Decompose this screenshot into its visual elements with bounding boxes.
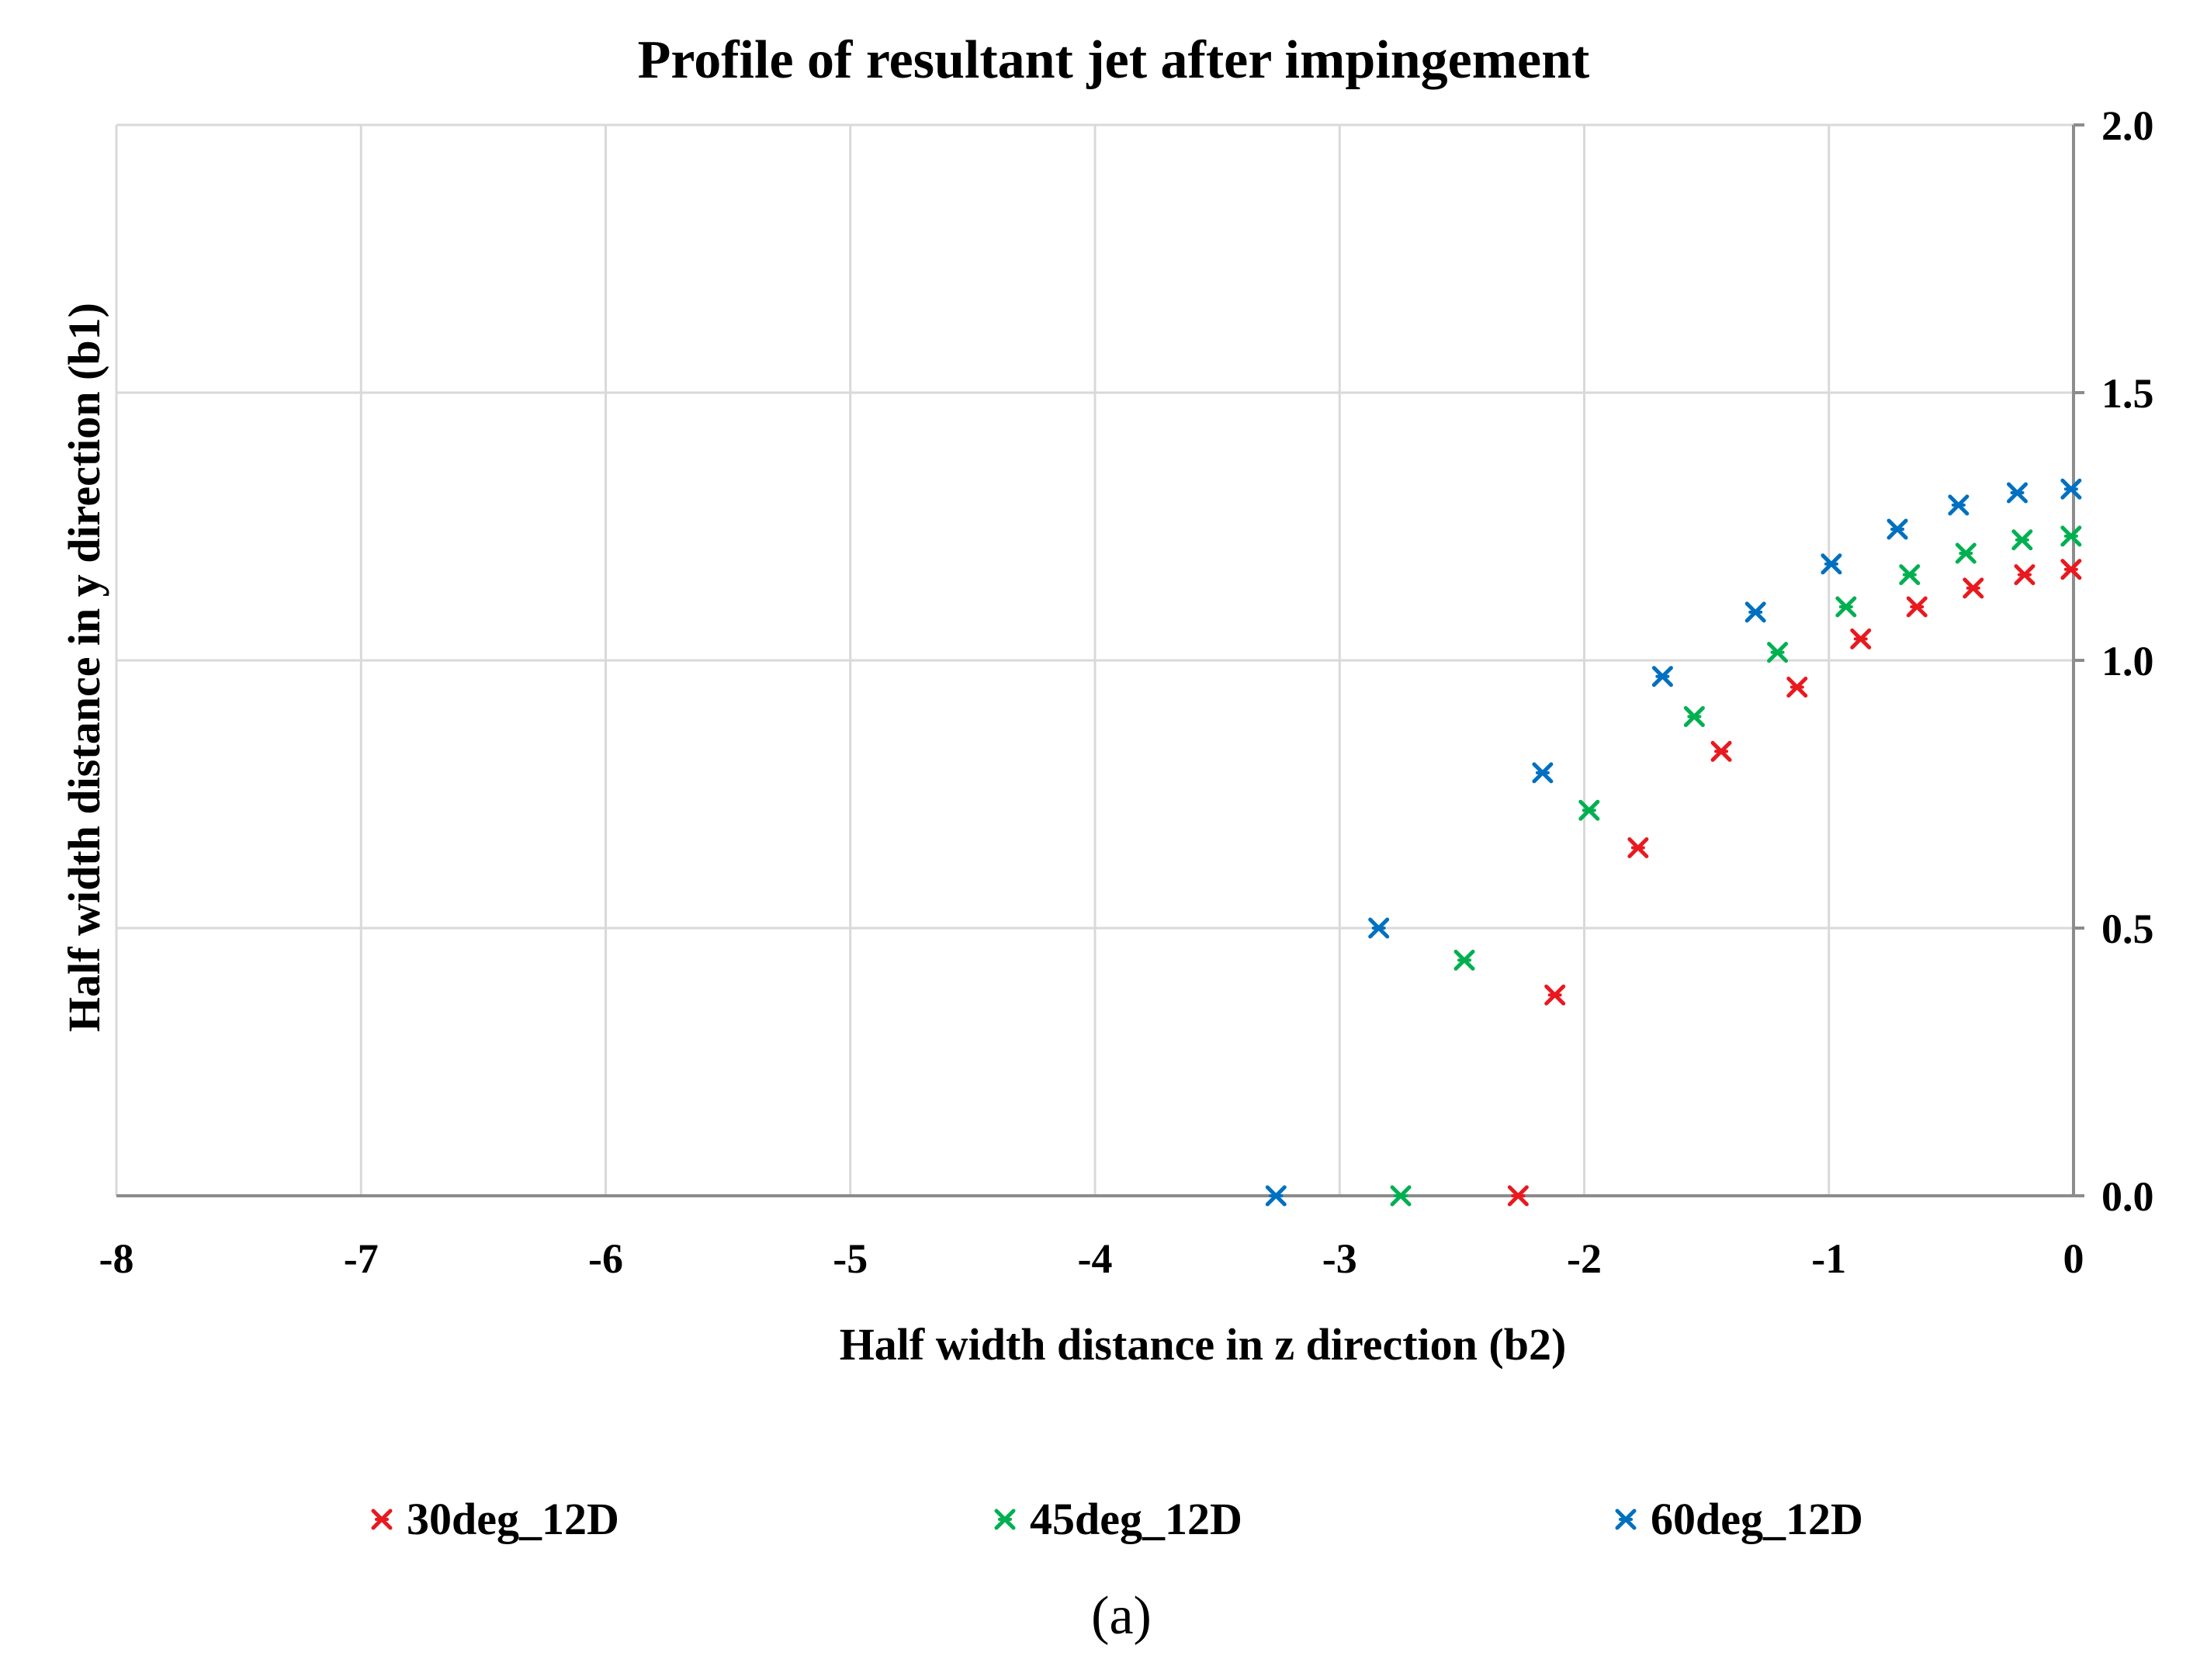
data-point-60deg_12D	[2006, 482, 2028, 504]
data-point-60deg_12D	[2060, 478, 2082, 500]
data-point-45deg_12D	[1390, 1185, 1412, 1207]
data-point-30deg_12D	[1627, 837, 1649, 858]
data-point-30deg_12D	[1850, 628, 1872, 649]
x-tick-label: -2	[1567, 1235, 1602, 1282]
data-point-60deg_12D	[1887, 518, 1908, 540]
data-point-30deg_12D	[1786, 677, 1808, 698]
x-tick-label: -5	[833, 1235, 868, 1282]
data-point-60deg_12D	[1948, 494, 1970, 516]
data-point-30deg_12D	[2014, 564, 2035, 586]
legend-item-30deg_12D: 30deg_12D	[371, 1494, 619, 1544]
data-point-30deg_12D	[2060, 559, 2082, 580]
data-point-45deg_12D	[2060, 525, 2082, 547]
legend-item-60deg_12D: 60deg_12D	[1615, 1494, 1863, 1544]
data-point-30deg_12D	[1963, 577, 1984, 599]
legend-label: 60deg_12D	[1651, 1494, 1863, 1544]
y-tick-label: 1.5	[2101, 370, 2154, 417]
data-point-60deg_12D	[1821, 553, 1842, 575]
legend-item-45deg_12D: 45deg_12D	[994, 1494, 1242, 1544]
legend: 30deg_12D 45deg_12D 60deg_12D	[371, 1494, 1863, 1544]
data-point-30deg_12D	[1906, 596, 1928, 618]
data-point-45deg_12D	[1899, 564, 1921, 586]
data-point-30deg_12D	[1507, 1185, 1529, 1207]
y-tick-label: 0.0	[2101, 1173, 2154, 1220]
x-tick-label: 0	[2063, 1235, 2084, 1282]
data-point-60deg_12D	[1744, 601, 1766, 623]
data-point-30deg_12D	[1544, 984, 1566, 1006]
x-tick-label: -6	[588, 1235, 623, 1282]
x-axis-title: Half width distance in z direction (b2)	[840, 1319, 1567, 1370]
figure-caption: (a)	[1091, 1586, 1152, 1646]
x-tick-label: -8	[99, 1235, 134, 1282]
x-tick-label: -3	[1322, 1235, 1357, 1282]
y-axis-title: Half width distance in y direction (b1)	[59, 303, 109, 1032]
data-point-60deg_12D	[1368, 917, 1390, 939]
data-point-45deg_12D	[2011, 529, 2033, 551]
y-tick-label: 1.0	[2101, 638, 2154, 684]
data-point-30deg_12D	[1710, 740, 1732, 762]
y-tick-label: 2.0	[2101, 102, 2154, 149]
chart-title: Profile of resultant jet after impingeme…	[638, 30, 1590, 90]
data-point-60deg_12D	[1265, 1185, 1287, 1207]
data-point-60deg_12D	[1532, 762, 1554, 784]
legend-marker	[371, 1509, 393, 1530]
x-tick-label: -7	[344, 1235, 379, 1282]
data-point-45deg_12D	[1578, 799, 1600, 821]
legend-marker	[994, 1509, 1016, 1530]
data-point-45deg_12D	[1835, 596, 1857, 618]
data-point-45deg_12D	[1767, 642, 1789, 663]
y-tick-label: 0.5	[2101, 906, 2154, 952]
legend-label: 30deg_12D	[407, 1494, 619, 1544]
data-point-45deg_12D	[1955, 542, 1977, 564]
data-point-45deg_12D	[1453, 949, 1475, 971]
data-point-45deg_12D	[1683, 705, 1705, 727]
legend-marker	[1615, 1509, 1637, 1530]
legend-label: 45deg_12D	[1030, 1494, 1242, 1544]
x-tick-label: -4	[1078, 1235, 1113, 1282]
x-tick-label: -1	[1811, 1235, 1846, 1282]
data-point-60deg_12D	[1651, 666, 1673, 688]
